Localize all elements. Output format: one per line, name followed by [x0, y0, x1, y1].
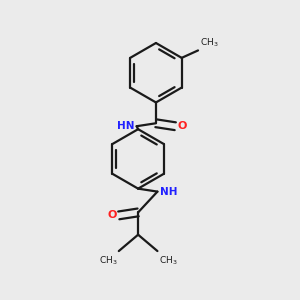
Text: HN: HN [117, 121, 134, 131]
Text: CH$_3$: CH$_3$ [200, 36, 218, 49]
Text: NH: NH [160, 187, 177, 196]
Text: O: O [107, 210, 116, 220]
Text: O: O [178, 121, 187, 131]
Text: CH$_3$: CH$_3$ [99, 254, 117, 266]
Text: CH$_3$: CH$_3$ [159, 254, 178, 266]
